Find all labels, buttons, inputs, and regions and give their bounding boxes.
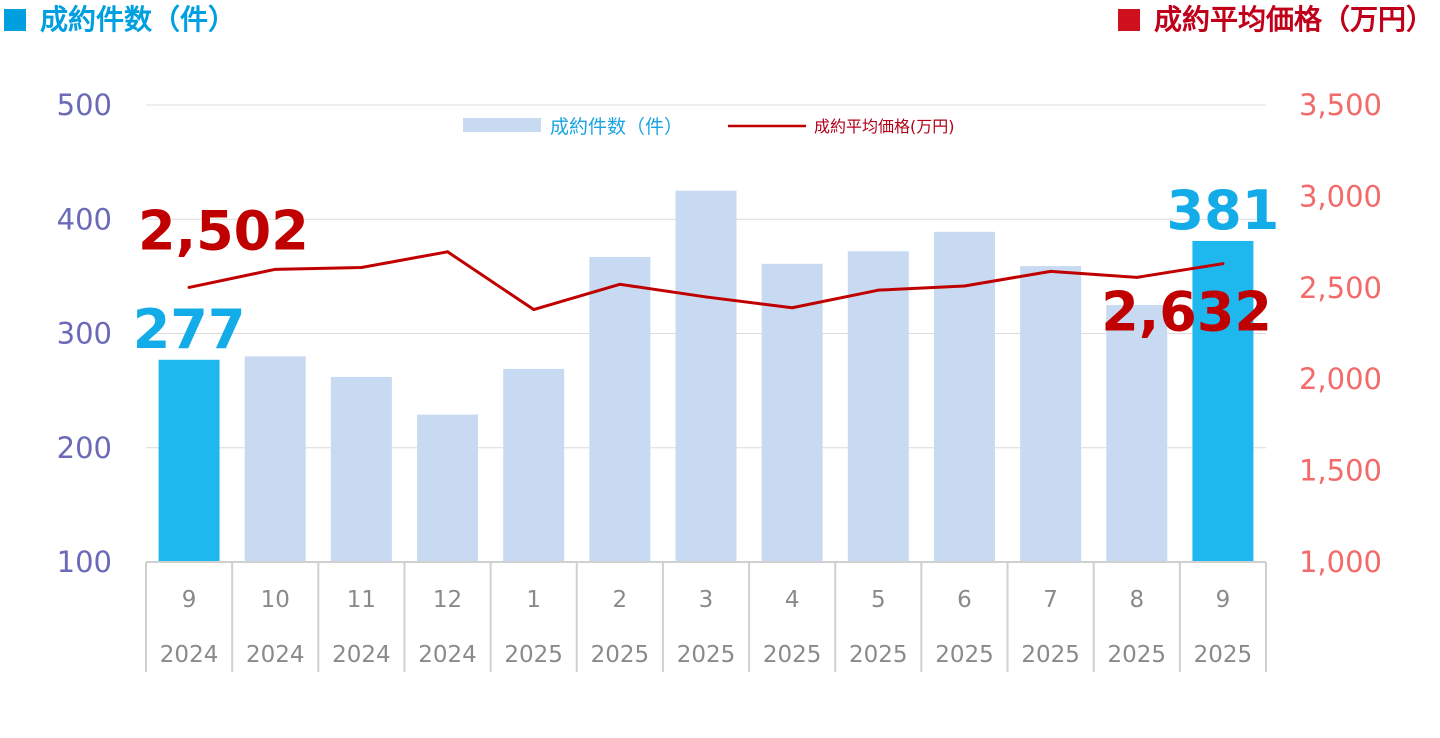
x-year-label: 2024 — [246, 642, 305, 668]
left-y-axis: 500 400 300 200 100 — [57, 88, 112, 579]
x-year-label: 2025 — [1194, 642, 1253, 668]
x-month-label: 9 — [182, 587, 197, 613]
x-year-label: 2025 — [1107, 642, 1166, 668]
line-point — [1135, 275, 1139, 279]
data-labels: 277 381 2,502 2,632 — [133, 179, 1280, 361]
right-y-tick-label: 1,000 — [1299, 545, 1382, 579]
bar — [589, 256, 651, 562]
x-year-label: 2024 — [332, 642, 391, 668]
left-y-tick-label: 100 — [57, 545, 112, 579]
line-point — [704, 295, 708, 299]
left-axis-title: 成約件数（件） — [4, 0, 236, 40]
legend-bar-swatch — [463, 118, 541, 132]
x-month-label: 9 — [1216, 587, 1231, 613]
line-point — [790, 306, 794, 310]
right-y-tick-label: 2,000 — [1299, 362, 1382, 396]
x-month-label: 7 — [1043, 587, 1058, 613]
right-y-tick-label: 1,500 — [1299, 454, 1382, 488]
line-series-swatch — [1117, 9, 1140, 31]
line-point — [618, 282, 622, 286]
bar — [761, 263, 823, 562]
line-point — [962, 284, 966, 288]
line-point — [359, 266, 363, 270]
x-month-label: 11 — [347, 587, 376, 613]
line-label-first: 2,502 — [138, 199, 309, 262]
bar — [675, 190, 737, 562]
right-y-tick-label: 3,000 — [1299, 179, 1382, 213]
x-month-label: 8 — [1129, 587, 1144, 613]
bar — [417, 414, 479, 562]
right-y-tick-label: 3,500 — [1299, 88, 1382, 122]
x-year-label: 2025 — [1021, 642, 1080, 668]
x-year-label: 2025 — [591, 642, 650, 668]
x-year-label: 2025 — [677, 642, 736, 668]
left-y-tick-label: 400 — [57, 202, 112, 236]
line-point — [1049, 269, 1053, 273]
right-y-tick-label: 2,500 — [1299, 271, 1382, 305]
right-axis-title: 成約平均価格（万円） — [1117, 0, 1434, 40]
bar — [158, 359, 220, 562]
legend-bar-label: 成約件数（件） — [550, 116, 683, 138]
bar — [1192, 240, 1254, 562]
line-point — [273, 267, 277, 271]
bar-label-first: 277 — [133, 298, 246, 361]
legend-line-label: 成約平均価格(万円) — [814, 117, 955, 136]
bar — [503, 368, 565, 562]
line-point — [532, 308, 536, 312]
right-axis-title-text: 成約平均価格（万円） — [1153, 3, 1434, 36]
line-point — [187, 285, 191, 289]
line-point — [876, 288, 880, 292]
left-y-tick-label: 500 — [57, 88, 112, 122]
x-month-label: 6 — [957, 587, 972, 613]
bar-series — [158, 190, 1254, 563]
bar — [330, 376, 392, 562]
left-y-tick-label: 300 — [57, 317, 112, 351]
line-point — [446, 250, 450, 254]
x-year-label: 2025 — [935, 642, 994, 668]
line-label-last: 2,632 — [1101, 281, 1272, 344]
x-year-label: 2025 — [504, 642, 563, 668]
x-year-label: 2025 — [849, 642, 908, 668]
x-month-label: 10 — [261, 587, 290, 613]
bar — [1106, 304, 1168, 562]
x-year-label: 2024 — [160, 642, 219, 668]
bar — [1020, 266, 1082, 562]
x-month-label: 12 — [433, 587, 462, 613]
x-month-label: 1 — [526, 587, 541, 613]
bar — [847, 251, 909, 563]
legend: 成約件数（件） 成約平均価格(万円) — [463, 116, 955, 138]
x-year-label: 2024 — [418, 642, 477, 668]
x-month-label: 4 — [785, 587, 800, 613]
x-month-label: 3 — [699, 587, 714, 613]
bar-label-last: 381 — [1167, 179, 1280, 242]
bar — [244, 356, 306, 562]
x-month-label: 5 — [871, 587, 886, 613]
x-month-label: 2 — [613, 587, 628, 613]
bar-series-swatch — [4, 9, 26, 31]
line-point — [1221, 262, 1225, 266]
left-axis-title-text: 成約件数（件） — [40, 3, 237, 36]
x-year-label: 2025 — [763, 642, 822, 668]
line-series — [187, 250, 1225, 312]
x-axis: 9 2024 10 2024 11 2024 12 2024 1 2025 2 2025 3 2025 4 2… — [145, 561, 1267, 672]
right-y-axis: 3,500 3,000 2,500 2,000 1,500 1,000 — [1299, 88, 1382, 579]
left-y-tick-label: 200 — [57, 431, 112, 465]
